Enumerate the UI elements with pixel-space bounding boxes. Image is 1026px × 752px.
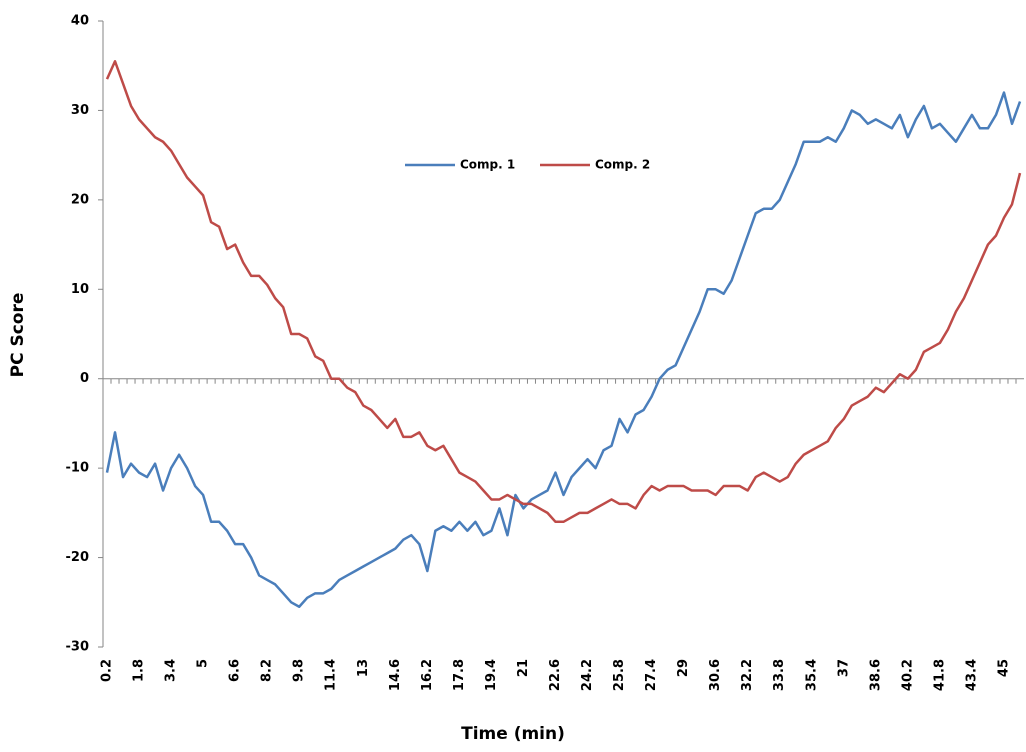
y-tick-label: 10 (71, 282, 89, 297)
x-tick-label: 3.4 (164, 659, 179, 682)
x-tick-label: 43.4 (964, 659, 979, 691)
x-tick-label: 5 (196, 659, 211, 668)
y-tick-label: 0 (80, 371, 89, 386)
legend-label: Comp. 2 (595, 158, 650, 172)
y-tick-label: 40 (71, 14, 89, 29)
x-tick-label: 37 (836, 659, 851, 677)
x-tick-label: 35.4 (804, 659, 819, 691)
x-tick-label: 45 (996, 659, 1011, 677)
x-tick-label: 1.8 (132, 659, 147, 682)
x-tick-label: 21 (516, 659, 531, 677)
x-tick-label: 33.8 (772, 659, 787, 691)
x-tick-label: 27.4 (644, 659, 659, 691)
x-tick-label: 29 (676, 659, 691, 677)
x-tick-label: 30.6 (708, 659, 723, 691)
x-tick-label: 8.2 (260, 659, 275, 682)
x-tick-label: 24.2 (580, 659, 595, 691)
x-axis-title: Time (min) (461, 724, 565, 744)
x-tick-label: 40.2 (900, 659, 915, 691)
y-tick-label: -30 (66, 640, 90, 655)
y-axis-title: PC Score (8, 293, 28, 378)
x-tick-label: 25.8 (612, 659, 627, 691)
x-tick-label: 9.8 (292, 659, 307, 682)
x-tick-label: 6.6 (228, 659, 243, 682)
y-tick-label: -20 (66, 550, 90, 565)
x-tick-label: 41.8 (932, 659, 947, 691)
series-line (105, 91, 1022, 609)
x-tick-label: 0.2 (100, 659, 115, 682)
x-tick-label: 16.2 (420, 659, 435, 691)
x-tick-label: 13 (356, 659, 371, 677)
legend-label: Comp. 1 (460, 158, 515, 172)
x-tick-label: 38.6 (868, 659, 883, 691)
x-tick-label: 17.8 (452, 659, 467, 691)
x-tick-label: 14.6 (388, 659, 403, 691)
y-tick-label: 20 (71, 192, 89, 207)
x-tick-label: 22.6 (548, 659, 563, 691)
x-tick-label: 11.4 (324, 659, 339, 691)
x-tick-label: 32.2 (740, 659, 755, 691)
series-line (105, 59, 1022, 524)
x-tick-label: 19.4 (484, 659, 499, 691)
y-tick-label: 30 (71, 103, 89, 118)
y-tick-label: -10 (66, 461, 90, 476)
